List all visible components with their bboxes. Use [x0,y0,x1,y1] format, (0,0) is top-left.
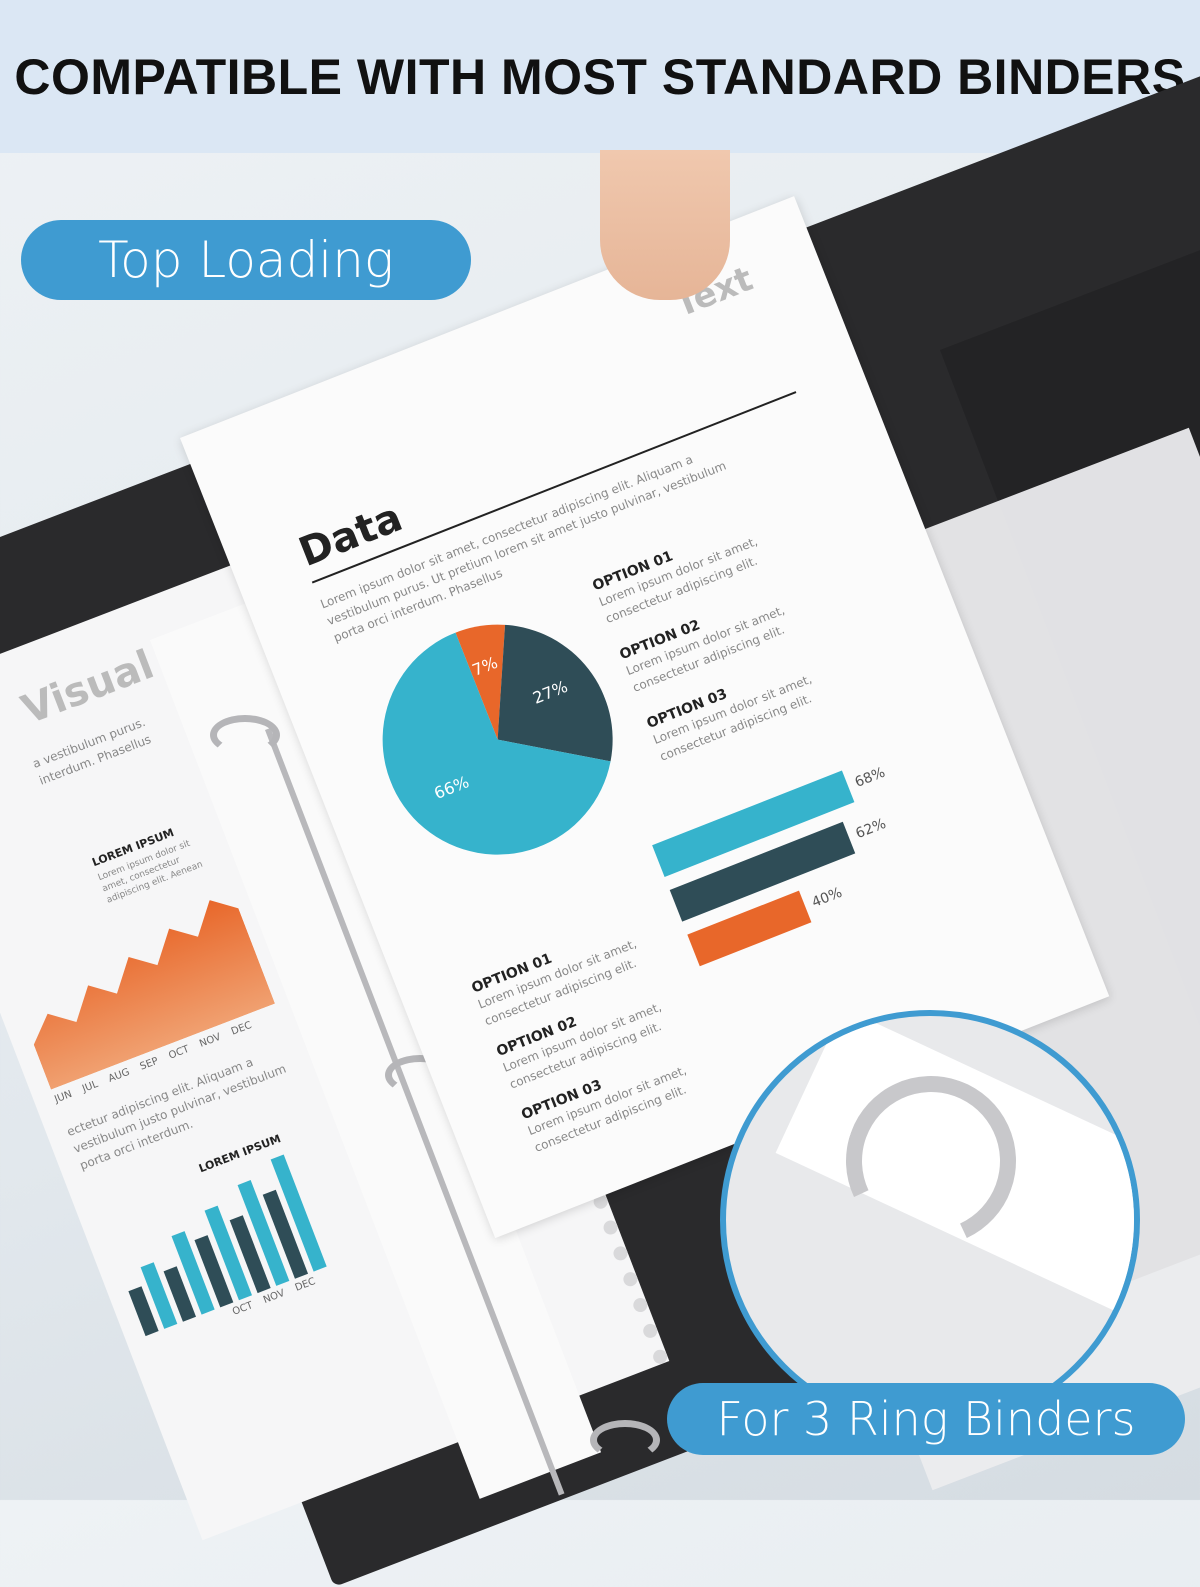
header-banner: COMPATIBLE WITH MOST STANDARD BINDERS [0,0,1200,153]
bar-label: 62% [853,815,889,843]
pie-slice [497,624,613,762]
ring-binders-label: For 3 Ring Binders [667,1383,1185,1455]
headline: COMPATIBLE WITH MOST STANDARD BINDERS [14,48,1186,105]
pie-slice [382,632,611,855]
month-label: DEC [229,1019,254,1038]
month-label: JUN [53,1088,74,1106]
pie-chart: 7%27%66% [382,624,613,855]
pie-slice [455,624,506,740]
month-label: OCT [231,1300,255,1318]
ring-closeup [720,1010,1140,1430]
month-label: NOV [261,1287,287,1307]
binder-ring [590,1420,660,1460]
inserted-sheet: Text Data Lorem ipsum dolor sit amet, co… [180,196,1110,1239]
bar-label: 68% [852,764,888,791]
month-label: JUL [80,1078,100,1095]
month-label: DEC [293,1276,318,1294]
month-label: OCT [167,1043,191,1062]
month-label: SEP [138,1055,160,1073]
month-label: NOV [198,1031,223,1050]
hand-finger [600,150,730,300]
top-loading-label: Top Loading [21,220,471,300]
top-loading-text: Top Loading [98,231,394,289]
bar-label: 40% [809,884,845,911]
ring-binders-text: For 3 Ring Binders [716,1392,1136,1446]
month-label: AUG [106,1066,132,1085]
binder-ring [210,715,280,755]
